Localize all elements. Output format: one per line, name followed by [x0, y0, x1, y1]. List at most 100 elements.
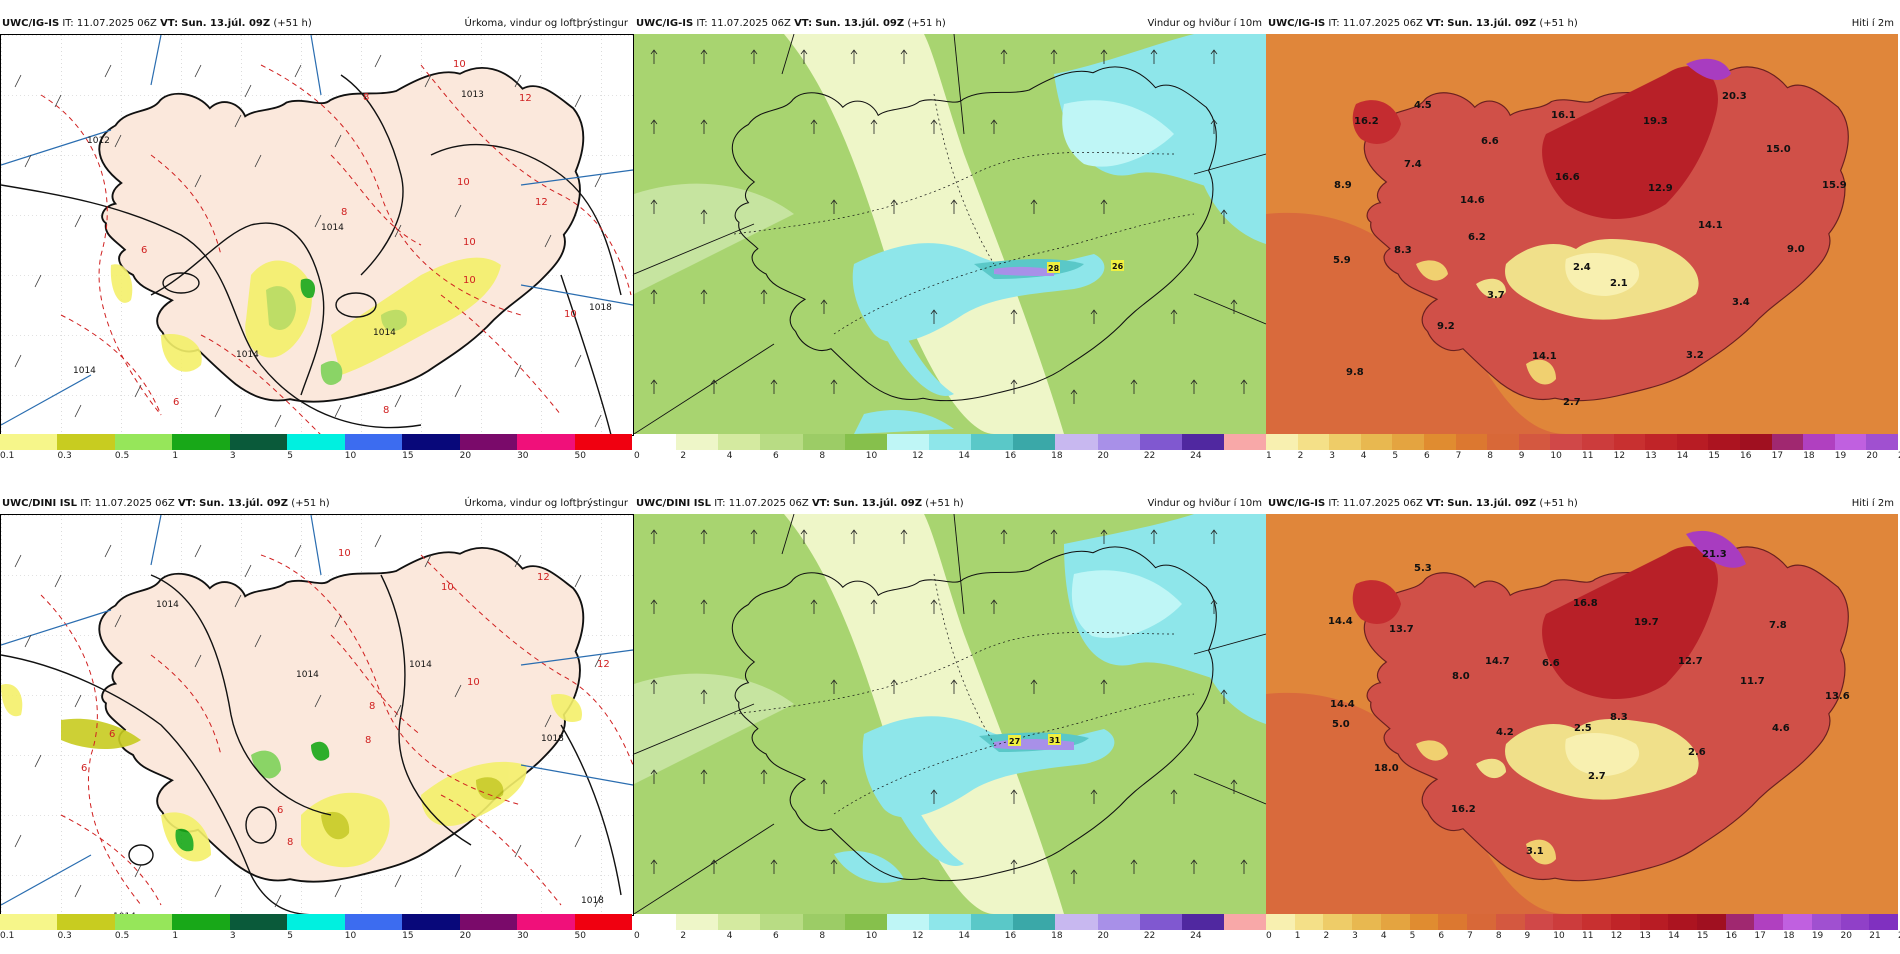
- colorbar-swatch: [1553, 914, 1583, 930]
- colorbar-tick-label: 7: [1455, 451, 1462, 461]
- colorbar-tick-label: 22: [1143, 931, 1156, 941]
- colorbar-tick-label: 6: [773, 451, 779, 461]
- panel-header: UWC/IG-IS IT: 11.07.2025 06Z VT: Sun. 13…: [1266, 14, 1898, 34]
- colorbar-tick-label: 12: [1610, 931, 1623, 941]
- colorbar-swatch: [1423, 434, 1456, 450]
- init-time: IT: 11.07.2025 06Z: [714, 498, 809, 509]
- temp-value: 4.2: [1496, 727, 1514, 738]
- colorbar-swatch: [802, 434, 845, 450]
- valid-time-label: VT:: [1426, 498, 1445, 509]
- temp-value: 14.7: [1485, 656, 1510, 667]
- temp-value: 14.4: [1328, 616, 1353, 627]
- model-name: UWC/DINI ISL: [636, 498, 712, 509]
- temp-value: 2.5: [1574, 723, 1592, 734]
- init-time: IT: 11.07.2025 06Z: [1328, 498, 1423, 509]
- colorbar-swatch: [1811, 914, 1841, 930]
- map-temperature: 21.3 5.3 16.8 19.7 14.4 13.7 7.8 14.7 6.…: [1266, 514, 1898, 914]
- field-name: Hiti í 2m: [1851, 18, 1894, 29]
- colorbar-tick-label: 18: [1803, 451, 1815, 461]
- colorbar-tick-label: 3: [1329, 451, 1335, 461]
- colorbar-ticks: 0.1 0.3 0.5 1 3 5 10 15 20 30 50: [0, 930, 632, 944]
- colorbar-swatch: [802, 914, 845, 930]
- colorbar-swatch: [1266, 434, 1298, 450]
- colorbar-tick-label: 14: [958, 451, 970, 461]
- isotherm-label: 10: [457, 177, 470, 188]
- colorbar-swatch: [634, 914, 677, 930]
- colorbar-tick-label: 14: [958, 931, 970, 941]
- colorbar-swatch: [928, 434, 972, 450]
- colorbar-tick-label: 5: [287, 451, 293, 461]
- isobar-label: 1018: [589, 303, 612, 313]
- colorbar-tick-label: 20: [1840, 931, 1852, 941]
- colorbar-tick-label: 22: [1143, 451, 1156, 461]
- temp-value: 15.0: [1766, 144, 1791, 155]
- colorbar-swatch: [1294, 914, 1324, 930]
- colorbar-tick-label: 8: [819, 451, 826, 461]
- valid-time: Sun. 13.júl. 09Z: [833, 498, 922, 509]
- colorbar-swatch: [1668, 914, 1698, 930]
- colorbar-tick-label: 16: [1004, 451, 1017, 461]
- colorbar-tick-label: 3: [229, 931, 236, 941]
- colorbar-swatch: [574, 434, 632, 450]
- colorbar-tick-label: 4: [1360, 451, 1367, 461]
- colorbar-tick-label: 12: [1613, 451, 1626, 461]
- temp-value: 2.1: [1610, 278, 1628, 289]
- colorbar-swatch: [229, 434, 288, 450]
- field-name: Úrkoma, vindur og loftþrýstingur: [464, 498, 628, 509]
- temp-value: 16.1: [1551, 110, 1576, 121]
- isotherm-label: 6: [277, 805, 283, 816]
- temp-value: 3.2: [1686, 350, 1704, 361]
- model-name: UWC/IG-IS: [636, 18, 694, 29]
- colorbar-tick-label: 1: [1266, 451, 1272, 461]
- temperature-labels: 21.3 5.3 16.8 19.7 14.4 13.7 7.8 14.7 6.…: [1328, 549, 1850, 857]
- colorbar-swatch: [1139, 434, 1182, 450]
- temp-value: 2.7: [1563, 397, 1581, 408]
- colorbar-swatch: [459, 434, 518, 450]
- isotherm-label: 12: [537, 572, 550, 583]
- isobar-label: 1014: [156, 600, 179, 610]
- colorbar-tick-label: 5: [1409, 931, 1416, 941]
- colorbar-tick-label: 3: [1352, 931, 1358, 941]
- colorbar-tick-label: 10: [344, 931, 357, 941]
- colorbar-tick-label: 10: [865, 451, 878, 461]
- colorbar-swatch: [928, 914, 972, 930]
- panel-header: UWC/DINI ISL IT: 11.07.2025 06Z VT: Sun.…: [0, 494, 632, 514]
- colorbar-swatch: [459, 914, 518, 930]
- colorbar-tick-label: 24: [1190, 451, 1202, 461]
- colorbar-tick-label: 5: [287, 931, 293, 941]
- temperature-labels: 20.3 16.2 4.5 16.1 19.3 6.6 7.4 8.9 16.6…: [1333, 91, 1847, 408]
- isotherm-label: 6: [173, 397, 179, 408]
- colorbar-tick-label: 2: [1323, 931, 1330, 941]
- temp-value: 5.0: [1332, 719, 1350, 730]
- colorbar-tick-label: 15: [1696, 931, 1709, 941]
- colorbar-swatch: [676, 434, 719, 450]
- init-time: IT: 11.07.2025 06Z: [696, 18, 791, 29]
- lead-time: (+51 h): [273, 18, 312, 29]
- map-temperature: 20.3 16.2 4.5 16.1 19.3 6.6 7.4 8.9 16.6…: [1266, 34, 1898, 434]
- colorbar-ticks: 0 2 4 6 8 10 12 14 16 18 20 22 24: [634, 930, 1266, 944]
- colorbar-tick-label: 19: [1811, 931, 1824, 941]
- colorbar-swatch: [344, 434, 403, 450]
- lead-time: (+51 h): [907, 18, 946, 29]
- colorbar-tick-label: 17: [1754, 931, 1766, 941]
- temp-value: 5.3: [1414, 563, 1432, 574]
- colorbar-tick-label: 19: [1834, 451, 1847, 461]
- colorbar-tick-label: 11: [1582, 931, 1594, 941]
- colorbar-swatch: [1754, 914, 1784, 930]
- colorbar-swatch: [634, 434, 677, 450]
- colorbar-tick-label: 4: [726, 931, 733, 941]
- temp-value: 16.2: [1451, 804, 1476, 815]
- gust-label: 26: [1112, 262, 1124, 271]
- colorbar-swatch: [1550, 434, 1582, 450]
- temp-value: 9.2: [1437, 321, 1455, 332]
- colorbar-tick-label: 0.1: [0, 931, 15, 941]
- colorbar-tick-label: 2: [680, 931, 687, 941]
- colorbar-tick-label: 17: [1771, 451, 1784, 461]
- temp-value: 3.7: [1487, 290, 1505, 301]
- isotherm-label: 8: [363, 92, 369, 103]
- colorbar-tick-label: 15: [402, 451, 414, 461]
- colorbar-tick-label: 21: [1869, 931, 1881, 941]
- map-wind: 28 26: [634, 34, 1266, 434]
- colorbar-ticks: 0 2 4 6 8 10 12 14 16 18 20 22 24: [634, 450, 1266, 464]
- colorbar-swatch: [1266, 914, 1295, 930]
